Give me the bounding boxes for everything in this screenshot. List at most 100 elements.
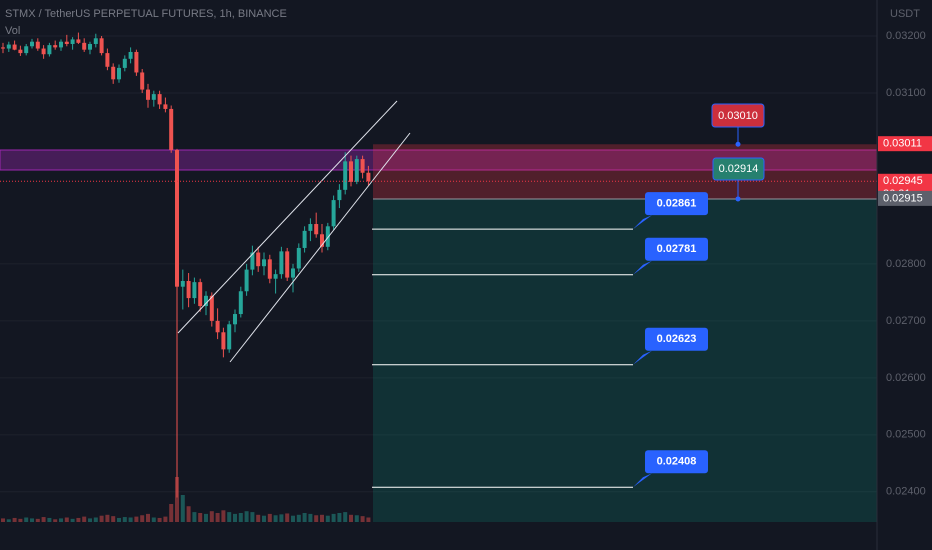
stop-handle bbox=[735, 141, 741, 147]
candle-body bbox=[163, 104, 168, 109]
volume-bar bbox=[308, 513, 313, 522]
volume-bar bbox=[140, 515, 145, 522]
candle-body bbox=[99, 38, 104, 54]
volume-bar bbox=[128, 517, 133, 522]
candle-body bbox=[204, 295, 208, 307]
target-pointer bbox=[633, 350, 652, 365]
channel-lower bbox=[229, 132, 411, 363]
candle-body bbox=[93, 38, 98, 44]
candle-body bbox=[53, 45, 58, 48]
volume-bar bbox=[64, 517, 69, 522]
entry-handle bbox=[735, 196, 741, 202]
volume-bar bbox=[256, 514, 261, 522]
volume-bar bbox=[41, 517, 46, 522]
candle-body bbox=[291, 268, 295, 278]
y-tick-label: 0.02700 bbox=[886, 315, 926, 327]
volume-bar bbox=[151, 517, 156, 522]
volume-bar bbox=[47, 517, 52, 522]
volume-bar bbox=[285, 513, 290, 522]
candle-body bbox=[64, 41, 69, 44]
candle-body bbox=[151, 94, 156, 100]
volume-bar bbox=[279, 514, 284, 522]
candle-body bbox=[320, 234, 324, 247]
volume-bar bbox=[221, 510, 226, 522]
price-label-box bbox=[878, 190, 932, 206]
volume-bar bbox=[111, 516, 116, 522]
candle-body bbox=[157, 94, 162, 105]
candle-body bbox=[337, 189, 342, 201]
volume-bar bbox=[18, 518, 23, 522]
candle-body bbox=[244, 269, 249, 292]
volume-bar bbox=[35, 518, 40, 522]
candle-body bbox=[82, 42, 87, 50]
volume-bar bbox=[99, 515, 104, 522]
candle-body bbox=[47, 45, 52, 55]
target-box bbox=[645, 327, 708, 351]
volume-bar bbox=[267, 513, 272, 522]
volume-bar bbox=[296, 514, 301, 522]
candle-body bbox=[296, 247, 301, 269]
target-box bbox=[645, 237, 708, 261]
candle-body bbox=[180, 280, 185, 287]
candle-body bbox=[140, 72, 145, 90]
volume-bar bbox=[354, 515, 359, 522]
volume-bar bbox=[175, 477, 179, 522]
volume-bar bbox=[93, 517, 98, 522]
target-label: 0.02781 bbox=[657, 243, 697, 255]
candle-body bbox=[308, 224, 313, 231]
volume-bar bbox=[366, 517, 371, 522]
candle-body bbox=[12, 44, 17, 50]
volume-bar bbox=[117, 517, 121, 522]
candle-body bbox=[279, 251, 284, 275]
volume-bar bbox=[291, 515, 295, 522]
candle-body bbox=[233, 314, 237, 325]
candle-body bbox=[175, 149, 179, 287]
price-label: 0.03011 bbox=[883, 138, 922, 150]
candle-body bbox=[35, 41, 40, 49]
candle-body bbox=[325, 226, 330, 247]
candle-body bbox=[343, 161, 348, 190]
volume-bar bbox=[6, 519, 11, 522]
target-label: 0.02408 bbox=[657, 456, 697, 468]
volume-bar bbox=[12, 517, 17, 522]
channel-upper bbox=[177, 100, 398, 334]
candle-body bbox=[354, 159, 359, 182]
volume-bar bbox=[302, 513, 307, 522]
volume-bar bbox=[24, 517, 29, 522]
target-label: 0.02623 bbox=[657, 333, 697, 345]
candle-body bbox=[209, 295, 214, 321]
candle-body bbox=[285, 251, 290, 278]
candle-body bbox=[24, 46, 29, 54]
candle-body bbox=[88, 43, 92, 50]
volume-bar bbox=[238, 513, 243, 522]
profit-zone bbox=[373, 198, 877, 522]
volume-bar bbox=[82, 516, 87, 522]
volume-bar bbox=[331, 513, 336, 522]
price-label-box bbox=[878, 136, 932, 152]
candle-body bbox=[6, 44, 11, 49]
volume-bar bbox=[343, 512, 348, 522]
price-label: 0.02915 bbox=[883, 192, 923, 204]
target-pointer bbox=[633, 473, 652, 488]
candle-body bbox=[250, 252, 255, 270]
volume-bar bbox=[192, 512, 197, 522]
candle-body bbox=[41, 48, 46, 55]
candle-body bbox=[70, 39, 75, 44]
y-tick-label: 0.03200 bbox=[886, 30, 926, 42]
candle-body bbox=[1, 47, 5, 49]
chart-title: STMX / TetherUS PERPETUAL FUTURES, 1h, B… bbox=[5, 8, 287, 20]
currency: USDT bbox=[890, 8, 920, 20]
candle-body bbox=[331, 200, 336, 227]
candle-body bbox=[117, 67, 121, 80]
y-tick-label: 0.02600 bbox=[886, 372, 926, 384]
target-pointer bbox=[633, 260, 652, 275]
entry-label: 0.02914 bbox=[719, 163, 759, 175]
candle-body bbox=[59, 41, 63, 48]
volume-bar bbox=[59, 518, 63, 522]
candle-body bbox=[169, 108, 174, 150]
y-tick-label: 0.03100 bbox=[886, 87, 926, 99]
y-tick-label: 0.02500 bbox=[886, 429, 926, 441]
y-tick-label: 0.02800 bbox=[886, 258, 926, 270]
volume-bar bbox=[360, 516, 365, 522]
